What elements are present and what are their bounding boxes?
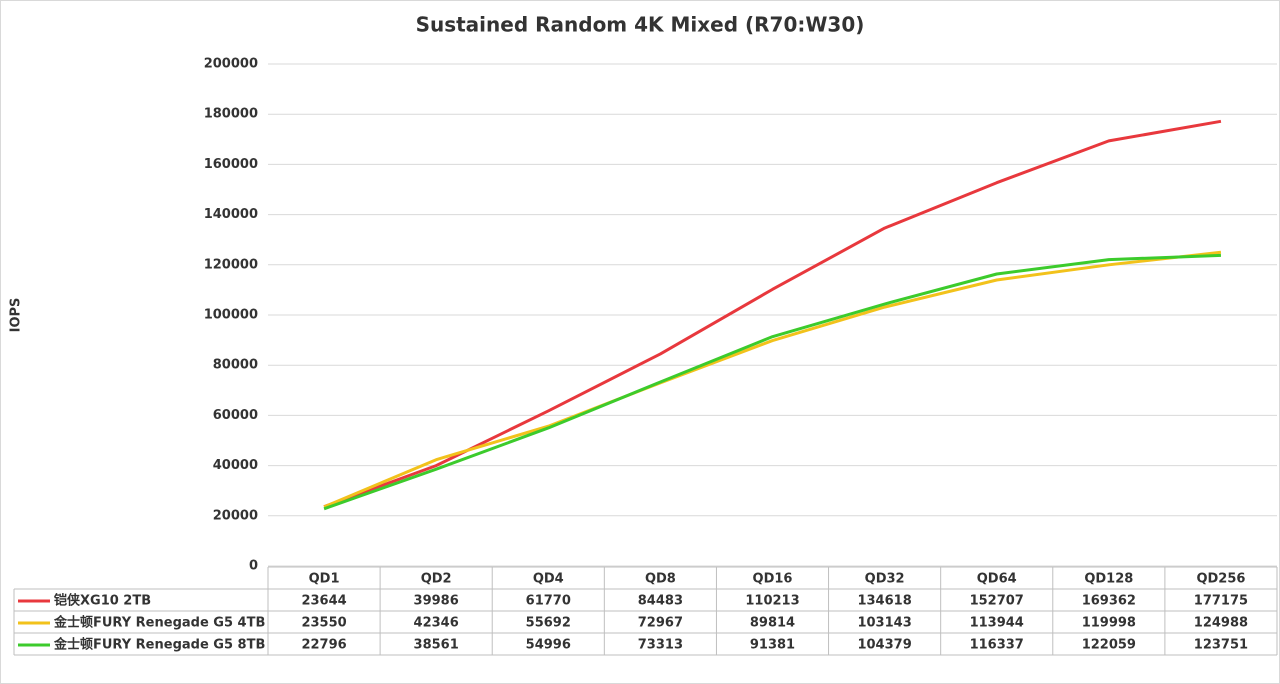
table-value: 89814 <box>750 616 795 631</box>
table-value: 169362 <box>1082 594 1136 609</box>
y-tick-label: 200000 <box>204 57 258 72</box>
legend-label: 金士顿FURY Renegade G5 8TB <box>53 637 265 653</box>
chart-title: Sustained Random 4K Mixed (R70:W30) <box>416 13 865 37</box>
table-value: 152707 <box>970 594 1024 609</box>
table-value: 113944 <box>970 616 1024 631</box>
table-value: 119998 <box>1082 616 1136 631</box>
y-tick-label: 60000 <box>213 408 258 423</box>
table-value: 38561 <box>414 638 459 653</box>
y-tick-label: 40000 <box>213 458 258 473</box>
x-tick-label: QD64 <box>977 572 1017 587</box>
table-value: 134618 <box>857 594 911 609</box>
legend-label: 铠侠XG10 2TB <box>54 593 151 609</box>
table-value: 22796 <box>301 638 346 653</box>
table-value: 110213 <box>745 594 799 609</box>
y-tick-label: 100000 <box>204 308 258 323</box>
table-value: 91381 <box>750 638 795 653</box>
table-value: 23550 <box>301 616 346 631</box>
table-value: 84483 <box>638 594 683 609</box>
y-axis-label: IOPS <box>9 298 24 333</box>
table-value: 72967 <box>638 616 683 631</box>
y-tick-label: 20000 <box>213 508 258 523</box>
y-tick-label: 160000 <box>204 157 258 172</box>
table-value: 104379 <box>857 638 911 653</box>
table-value: 42346 <box>414 616 459 631</box>
series-line <box>323 253 1222 511</box>
table-value: 177175 <box>1194 594 1248 609</box>
x-tick-label: QD256 <box>1196 572 1245 587</box>
table-value: 124988 <box>1194 616 1248 631</box>
y-tick-label: 0 <box>249 559 258 574</box>
table-value: 103143 <box>857 616 911 631</box>
x-tick-label: QD8 <box>645 572 676 587</box>
legend-label: 金士顿FURY Renegade G5 4TB <box>53 615 265 631</box>
table-value: 39986 <box>414 594 459 609</box>
y-tick-label: 140000 <box>204 207 258 222</box>
table-value: 54996 <box>526 638 571 653</box>
y-tick-label: 180000 <box>204 107 258 122</box>
table-value: 55692 <box>526 616 571 631</box>
x-tick-label: QD4 <box>533 572 564 587</box>
x-tick-label: QD2 <box>421 572 452 587</box>
table-value: 122059 <box>1082 638 1136 653</box>
y-tick-label: 80000 <box>213 358 258 373</box>
table-value: 61770 <box>526 594 571 609</box>
series-line <box>323 250 1222 509</box>
y-tick-label: 120000 <box>204 257 258 272</box>
table-value: 73313 <box>638 638 683 653</box>
x-tick-label: QD128 <box>1084 572 1133 587</box>
x-tick-label: QD16 <box>753 572 793 587</box>
table-value: 23644 <box>301 594 346 609</box>
table-value: 116337 <box>970 638 1024 653</box>
table-value: 123751 <box>1194 638 1248 653</box>
x-tick-label: QD1 <box>309 572 340 587</box>
x-tick-label: QD32 <box>865 572 905 587</box>
